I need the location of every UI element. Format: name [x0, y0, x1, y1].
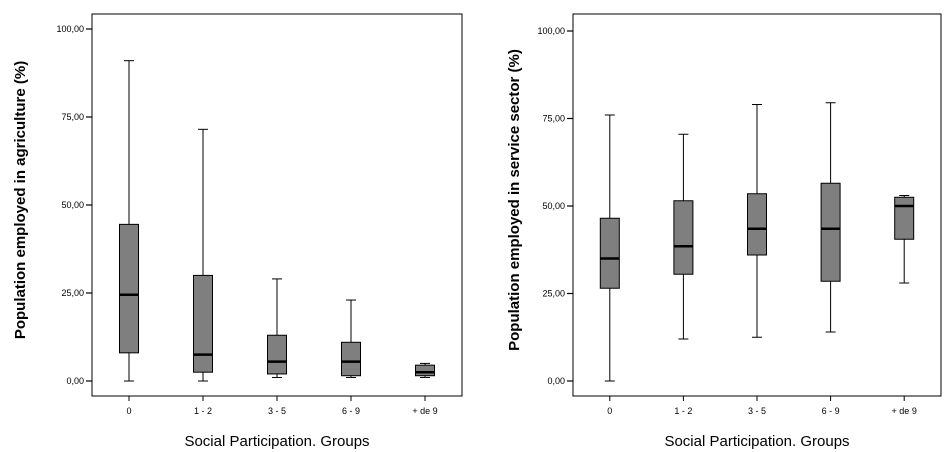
iqr-box — [894, 196, 915, 240]
box-2 — [747, 104, 767, 338]
y-tick-label: 0,00 — [66, 376, 84, 386]
iqr-box — [673, 200, 694, 275]
iqr-box — [820, 182, 841, 282]
x-tick-label: 6 - 9 — [822, 406, 840, 416]
box-0 — [119, 60, 139, 382]
box-4 — [894, 195, 915, 284]
y-tick-label: 0,00 — [547, 376, 565, 386]
x-tick-label: + de 9 — [412, 406, 437, 416]
y-tick-label: 100,00 — [56, 24, 84, 34]
iqr-box — [119, 223, 139, 354]
iqr-box — [267, 334, 287, 375]
box-2 — [267, 278, 287, 378]
x-tick-label: 6 - 9 — [342, 406, 360, 416]
iqr-box — [193, 274, 213, 373]
y-axis-label: Population employed in service sector (%… — [506, 49, 523, 351]
y-tick-label: 25,00 — [542, 289, 565, 299]
x-tick-label: 1 - 2 — [674, 406, 692, 416]
y-tick-label: 50,00 — [542, 201, 565, 211]
x-tick-label: 1 - 2 — [194, 406, 212, 416]
box-1 — [673, 133, 694, 340]
iqr-box — [415, 364, 435, 377]
x-axis-label: Social Participation. Groups — [184, 433, 369, 450]
x-tick-label: 3 - 5 — [748, 406, 766, 416]
x-tick-label: 0 — [126, 406, 131, 416]
iqr-box — [747, 193, 767, 256]
panel-service-sector: 0,00 25,00 50,00 75,00 100,00 0 1 - 2 3 - 5 6 - … — [506, 13, 942, 450]
iqr-box — [341, 341, 361, 377]
x-axis-label: Social Participation. Groups — [664, 433, 849, 450]
y-tick-label: 50,00 — [61, 200, 84, 210]
y-tick-label: 75,00 — [542, 114, 565, 124]
box-4 — [415, 362, 435, 378]
y-tick-label: 75,00 — [61, 112, 84, 122]
panel-agriculture: 0,00 25,00 50,00 75,00 100,00 0 1 - 2 3 - 5 6 - … — [12, 13, 463, 450]
box-0 — [599, 114, 620, 382]
x-tick-label: 3 - 5 — [268, 406, 286, 416]
y-tick-label: 100,00 — [537, 26, 565, 36]
x-tick-label: + de 9 — [892, 406, 917, 416]
iqr-box — [599, 217, 620, 289]
y-axis-label: Population employed in agriculture (%) — [12, 61, 29, 339]
x-tick-label: 0 — [607, 406, 612, 416]
y-tick-label: 25,00 — [61, 288, 84, 298]
box-1 — [193, 128, 213, 382]
box-3 — [820, 102, 841, 333]
box-3 — [341, 299, 361, 378]
